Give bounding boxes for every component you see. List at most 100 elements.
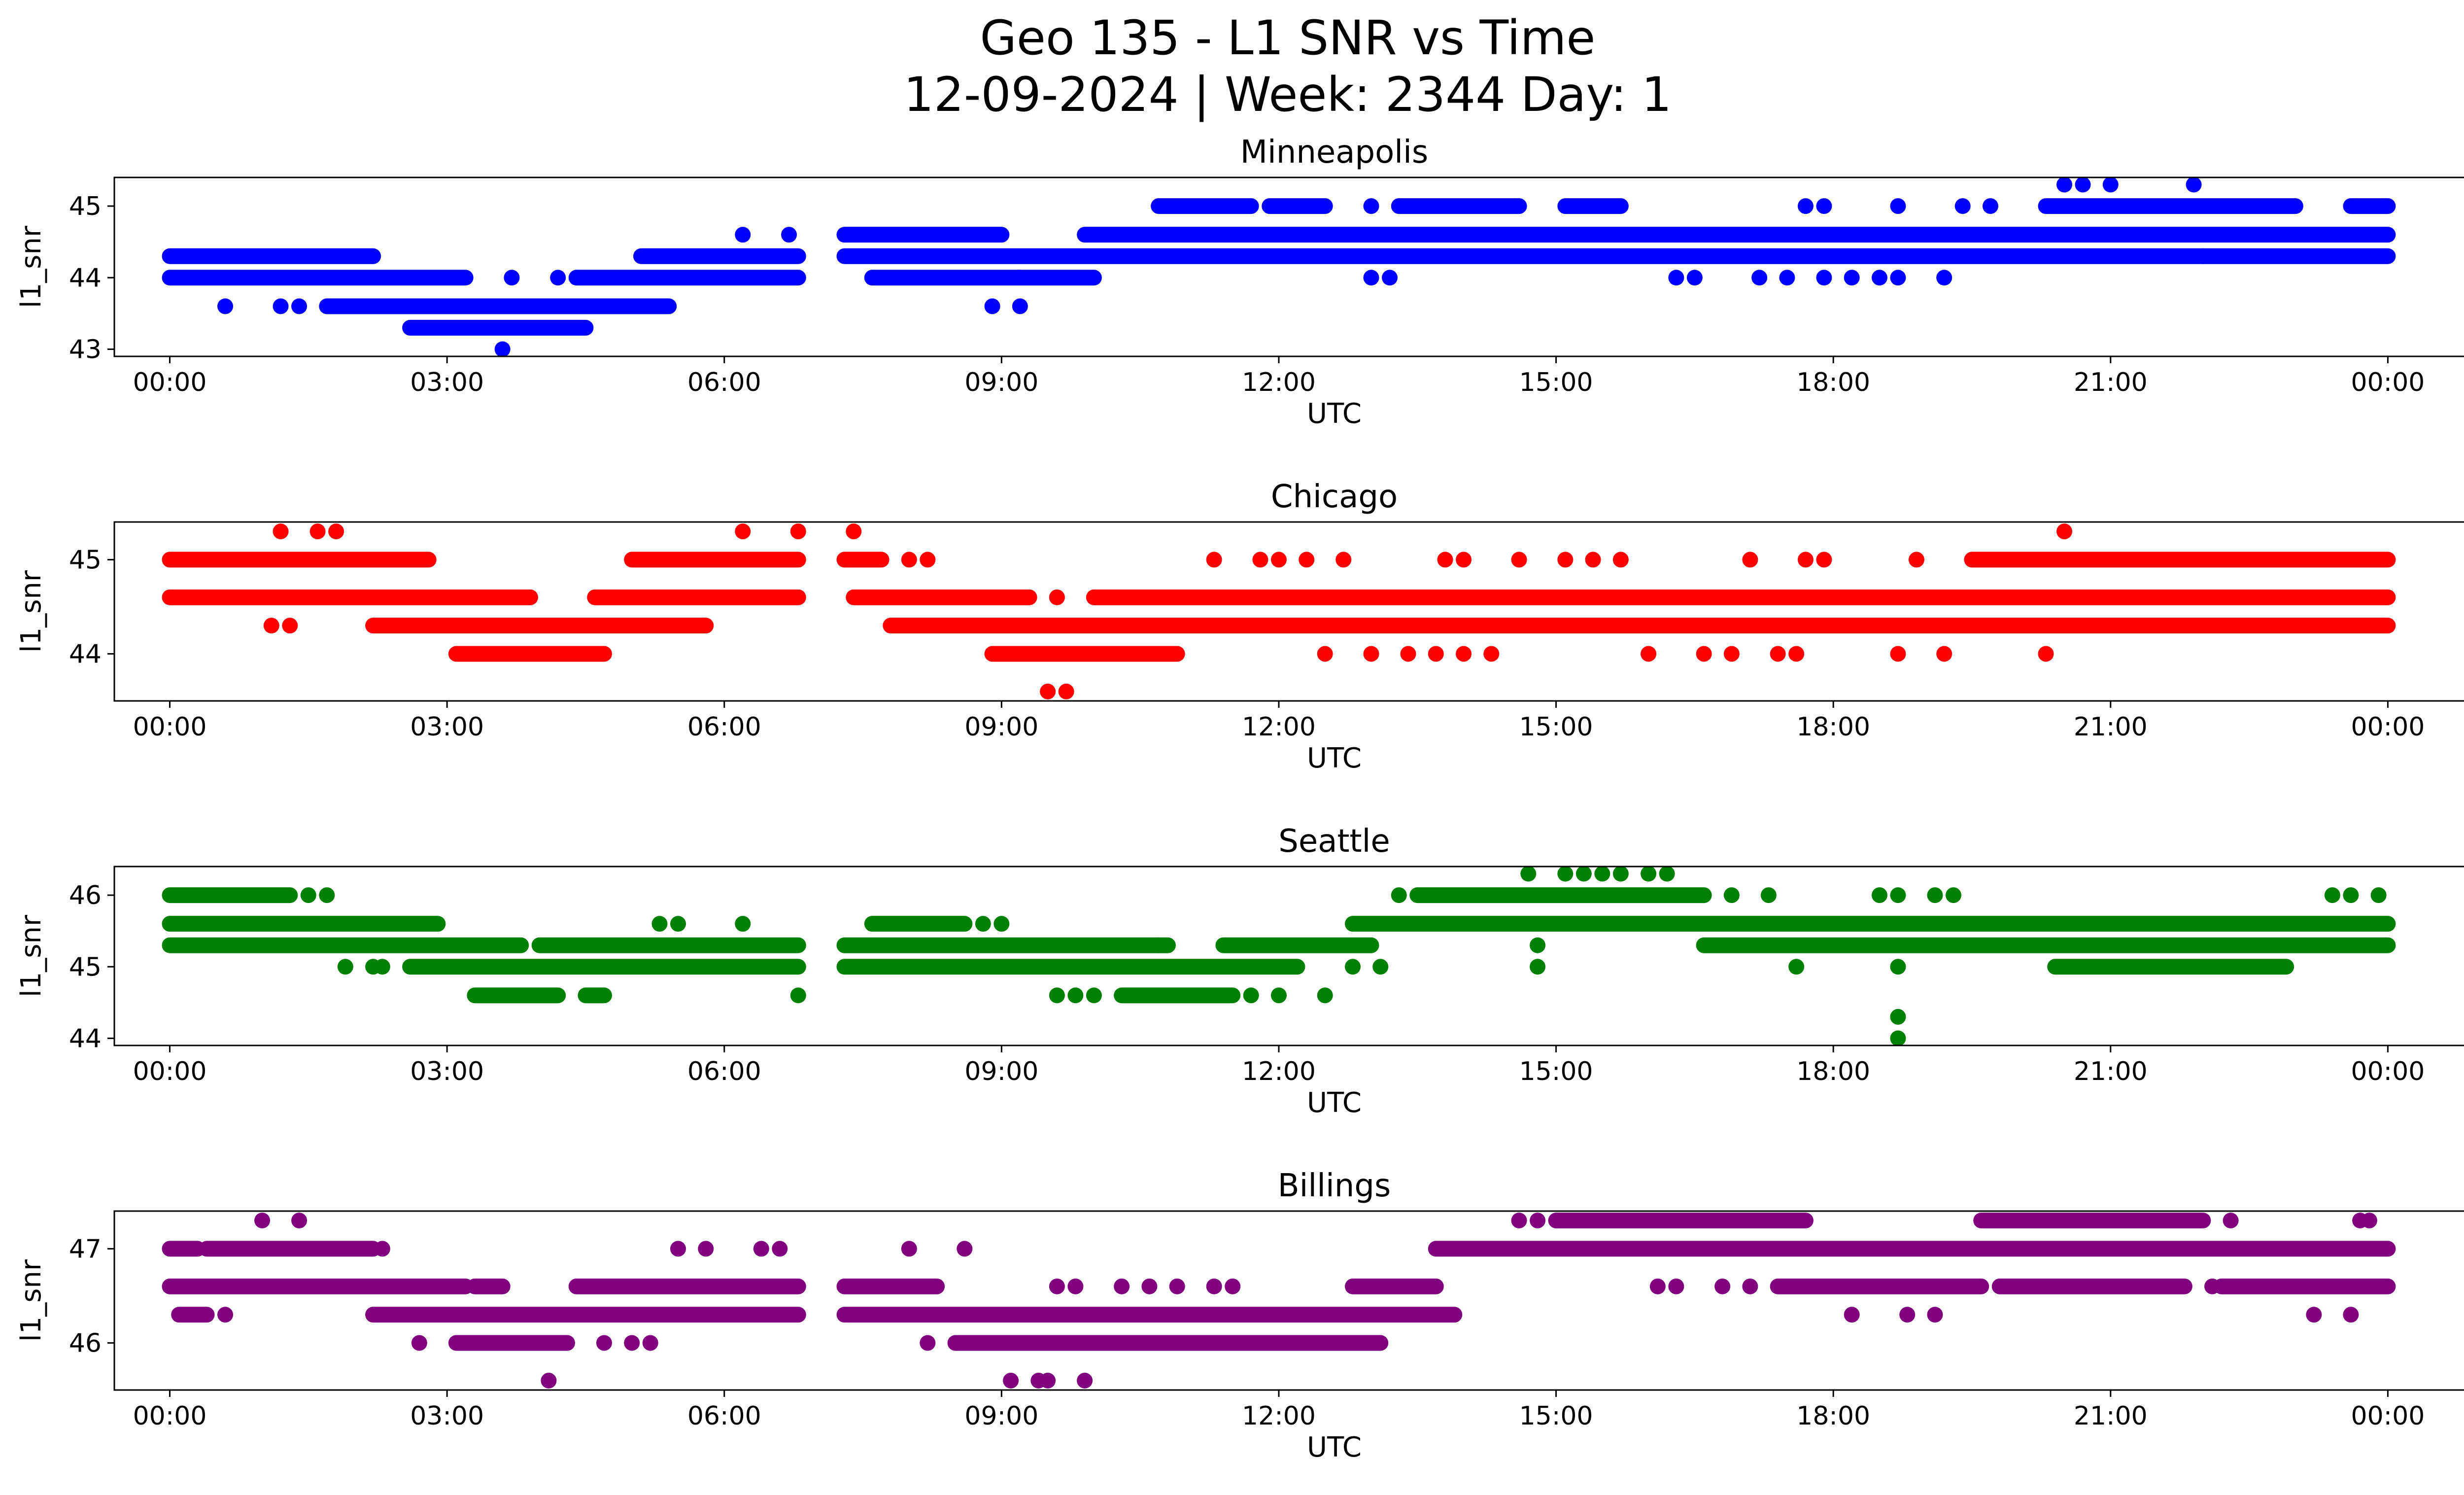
scatter-point bbox=[328, 523, 344, 540]
scatter-point bbox=[1788, 646, 1805, 662]
scatter-point bbox=[1844, 270, 1860, 286]
scatter-point-run bbox=[883, 618, 2396, 634]
x-tick-label: 06:00 bbox=[687, 712, 761, 742]
axes-frame bbox=[113, 866, 2464, 1046]
subplot-chicago: Chicago 00:00 03:00 06:00 09:00 12:00 15:00 18:… bbox=[15, 479, 2464, 774]
scatter-point bbox=[753, 1241, 769, 1257]
scatter-point bbox=[1299, 552, 1315, 568]
scatter-point-run bbox=[578, 987, 612, 1004]
scatter-point bbox=[1612, 552, 1629, 568]
y-tick-label: 44 bbox=[69, 1024, 102, 1053]
scatter-point-run bbox=[836, 959, 1305, 975]
x-tick-label: 21:00 bbox=[2074, 1401, 2148, 1431]
scatter-points bbox=[162, 867, 2396, 1045]
scatter-point bbox=[1040, 683, 1056, 699]
scatter-point bbox=[2102, 177, 2119, 193]
scatter-point bbox=[1003, 1372, 1019, 1389]
scatter-points bbox=[162, 177, 2396, 356]
scatter-point-run bbox=[1215, 937, 1379, 953]
scatter-point bbox=[2038, 646, 2054, 662]
x-tick-label: 18:00 bbox=[1796, 1057, 1870, 1086]
x-tick-label: 18:00 bbox=[1796, 1401, 1870, 1431]
scatter-point bbox=[1871, 887, 1887, 904]
y-tick-label: 46 bbox=[69, 881, 102, 910]
scatter-point bbox=[2186, 177, 2202, 193]
scatter-point bbox=[1530, 937, 1546, 953]
scatter-point bbox=[1714, 1278, 1731, 1294]
scatter-point bbox=[1456, 646, 1472, 662]
scatter-point bbox=[2370, 887, 2387, 904]
scatter-point bbox=[2223, 1213, 2239, 1229]
scatter-point-run bbox=[162, 552, 437, 568]
scatter-point bbox=[1225, 1278, 1241, 1294]
scatter-point bbox=[1649, 1278, 1666, 1294]
scatter-point bbox=[291, 1213, 308, 1229]
scatter-point bbox=[846, 523, 862, 540]
scatter-point bbox=[2195, 248, 2211, 264]
scatter-point bbox=[790, 523, 806, 540]
scatter-point bbox=[993, 916, 1010, 932]
scatter-point bbox=[1954, 198, 1971, 214]
scatter-point bbox=[1363, 198, 1379, 214]
x-tick-label: 15:00 bbox=[1519, 712, 1593, 742]
scatter-point bbox=[1270, 552, 1287, 568]
scatter-point-run bbox=[162, 589, 538, 605]
scatter-point-run bbox=[1409, 887, 1712, 904]
scatter-point bbox=[1382, 270, 1398, 286]
scatter-point bbox=[920, 552, 936, 568]
scatter-point bbox=[291, 298, 308, 314]
scatter-point bbox=[2056, 177, 2073, 193]
scatter-point bbox=[1530, 959, 1546, 975]
scatter-point bbox=[901, 1241, 917, 1257]
scatter-point bbox=[1641, 646, 1657, 662]
scatter-point bbox=[1816, 270, 1832, 286]
scatter-point bbox=[374, 959, 390, 975]
scatter-point bbox=[1520, 867, 1537, 882]
scatter-point bbox=[1908, 552, 1924, 568]
axes-frame bbox=[113, 1210, 2464, 1391]
scatter-point bbox=[1890, 1008, 1906, 1025]
scatter-point bbox=[1049, 589, 1065, 605]
scatter-point bbox=[1270, 987, 1287, 1004]
x-axis-label: UTC bbox=[1307, 1431, 1362, 1463]
scatter-point bbox=[374, 1241, 390, 1257]
y-tick-label: 44 bbox=[69, 639, 102, 669]
scatter-point bbox=[1816, 552, 1832, 568]
y-tick-label: 45 bbox=[69, 192, 102, 221]
scatter-point bbox=[550, 270, 566, 286]
subplot-title: Seattle bbox=[1278, 823, 1390, 860]
scatter-point bbox=[1428, 646, 1444, 662]
scatter-point-run bbox=[2038, 198, 2303, 214]
x-axis-label: UTC bbox=[1307, 398, 1362, 430]
x-axis-label: UTC bbox=[1307, 742, 1362, 774]
x-tick-label: 00:00 bbox=[2351, 368, 2425, 397]
scatter-point bbox=[1067, 1278, 1084, 1294]
scatter-point bbox=[1345, 959, 1361, 975]
scatter-point bbox=[2204, 1278, 2221, 1294]
scatter-point bbox=[735, 916, 751, 932]
scatter-point bbox=[1049, 987, 1065, 1004]
x-tick-label: 00:00 bbox=[2351, 1057, 2425, 1086]
scatter-point bbox=[1890, 887, 1906, 904]
scatter-point bbox=[1890, 198, 1906, 214]
scatter-point bbox=[781, 227, 797, 243]
scatter-point bbox=[1317, 987, 1333, 1004]
scatter-point-run bbox=[1557, 198, 1629, 214]
scatter-point-run bbox=[836, 937, 1176, 953]
scatter-point-run bbox=[1428, 1241, 2396, 1257]
x-tick-label: 12:00 bbox=[1242, 712, 1316, 742]
scatter-point-run bbox=[365, 618, 714, 634]
scatter-point bbox=[1686, 270, 1703, 286]
scatter-point-run bbox=[947, 1335, 1389, 1351]
scatter-point bbox=[1049, 1278, 1065, 1294]
x-tick-label: 09:00 bbox=[964, 368, 1038, 397]
subplot-title: Billings bbox=[1278, 1168, 1391, 1204]
scatter-point-run bbox=[467, 1278, 511, 1294]
scatter-point bbox=[1751, 270, 1768, 286]
scatter-point bbox=[1742, 552, 1758, 568]
scatter-point bbox=[1641, 867, 1657, 882]
x-tick-label: 00:00 bbox=[133, 1057, 207, 1086]
scatter-point-run bbox=[2343, 198, 2396, 214]
scatter-point bbox=[735, 227, 751, 243]
scatter-point bbox=[772, 1241, 788, 1257]
